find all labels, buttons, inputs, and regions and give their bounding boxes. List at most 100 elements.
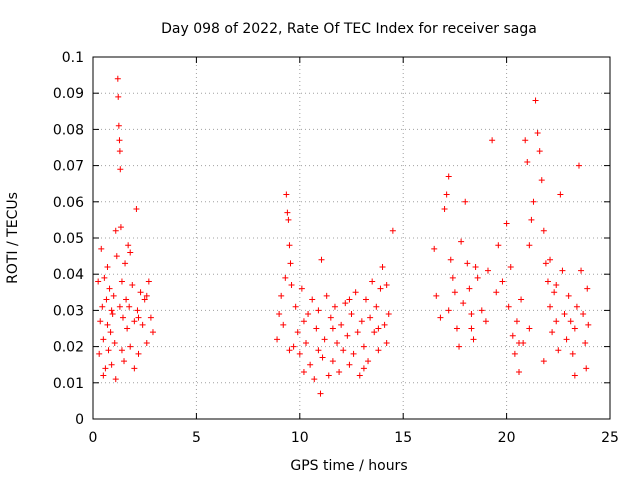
data-point: [114, 75, 121, 82]
data-point: [445, 307, 452, 314]
data-point: [472, 263, 479, 270]
data-point: [511, 350, 518, 357]
data-point: [360, 343, 367, 350]
data-point: [133, 206, 140, 213]
y-tick-label: 0.05: [53, 231, 84, 247]
data-point: [125, 242, 132, 249]
data-point: [104, 263, 111, 270]
data-point: [553, 282, 560, 289]
data-point: [346, 296, 353, 303]
data-point: [305, 311, 312, 318]
series-points: [95, 75, 592, 397]
data-point: [313, 325, 320, 332]
y-tick-label: 0.03: [53, 303, 84, 319]
data-point: [143, 292, 150, 299]
data-point: [431, 245, 438, 252]
data-point: [292, 303, 299, 310]
x-tick-label: 15: [394, 430, 412, 446]
data-point: [468, 325, 475, 332]
data-point: [115, 122, 122, 129]
data-point: [559, 267, 566, 274]
data-point: [456, 343, 463, 350]
data-point: [464, 260, 471, 267]
data-point: [505, 303, 512, 310]
data-point: [555, 347, 562, 354]
data-point: [315, 347, 322, 354]
data-point: [532, 97, 539, 104]
data-point: [96, 350, 103, 357]
data-point: [513, 318, 520, 325]
y-axis-label: ROTI / TECUs: [5, 192, 21, 284]
data-point: [373, 303, 380, 310]
data-point: [466, 285, 473, 292]
data-point: [352, 289, 359, 296]
data-point: [565, 292, 572, 299]
data-point: [309, 296, 316, 303]
data-point: [342, 300, 349, 307]
data-point: [131, 318, 138, 325]
data-point: [379, 263, 386, 270]
data-point: [484, 267, 491, 274]
data-point: [540, 227, 547, 234]
data-point: [296, 350, 303, 357]
data-point: [303, 339, 310, 346]
data-point: [285, 216, 292, 223]
data-point: [129, 282, 136, 289]
data-point: [563, 336, 570, 343]
data-point: [116, 303, 123, 310]
grid: [93, 57, 610, 419]
data-point: [108, 307, 115, 314]
data-point: [112, 227, 119, 234]
y-tick-label: 0.04: [53, 267, 84, 283]
data-point: [495, 242, 502, 249]
data-point: [334, 339, 341, 346]
data-point: [325, 372, 332, 379]
data-point: [516, 368, 523, 375]
data-point: [375, 347, 382, 354]
data-point: [338, 321, 345, 328]
data-point: [331, 303, 338, 310]
data-point: [147, 314, 154, 321]
data-point: [458, 238, 465, 245]
data-point: [369, 278, 376, 285]
data-point: [336, 368, 343, 375]
data-point: [547, 256, 554, 263]
data-point: [109, 311, 116, 318]
data-point: [567, 318, 574, 325]
data-point: [286, 242, 293, 249]
data-point: [551, 289, 558, 296]
data-point: [375, 325, 382, 332]
data-point: [569, 350, 576, 357]
data-point: [549, 329, 556, 336]
data-point: [478, 307, 485, 314]
data-point: [118, 347, 125, 354]
data-point: [526, 325, 533, 332]
data-point: [377, 285, 384, 292]
data-point: [540, 358, 547, 365]
data-point: [582, 339, 589, 346]
data-point: [141, 296, 148, 303]
data-point: [278, 292, 285, 299]
data-point: [389, 227, 396, 234]
data-point: [561, 311, 568, 318]
data-point: [437, 314, 444, 321]
data-point: [538, 177, 545, 184]
data-point: [274, 336, 281, 343]
data-point: [493, 289, 500, 296]
data-point: [123, 296, 130, 303]
data-point: [329, 358, 336, 365]
data-point: [575, 162, 582, 169]
y-tick-label: 0.01: [53, 376, 84, 392]
data-point: [145, 278, 152, 285]
data-point: [585, 321, 592, 328]
data-point: [288, 282, 295, 289]
data-point: [507, 263, 514, 270]
data-point: [315, 307, 322, 314]
data-point: [311, 376, 318, 383]
y-tick-label: 0.1: [62, 50, 84, 66]
data-point: [300, 368, 307, 375]
data-point: [300, 318, 307, 325]
data-point: [524, 158, 531, 165]
data-point: [108, 361, 115, 368]
